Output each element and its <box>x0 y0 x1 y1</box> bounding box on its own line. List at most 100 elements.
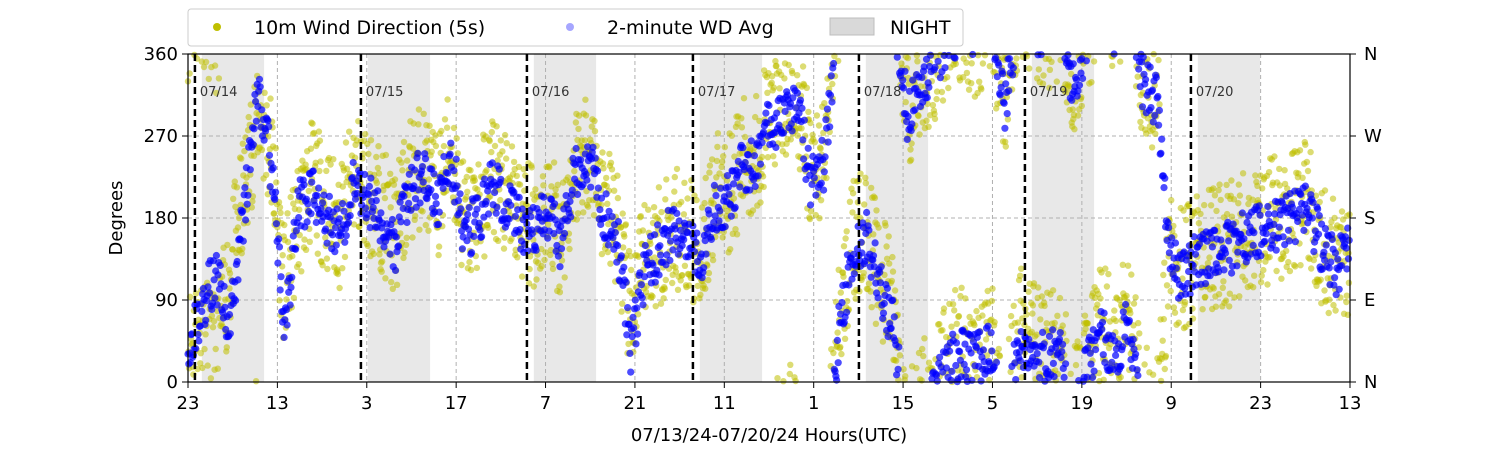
wind-direction-point <box>789 69 796 77</box>
wind-direction-point <box>702 174 709 182</box>
wind-direction-point <box>981 52 989 59</box>
wind-direction-point <box>979 312 986 319</box>
wind-direction-point <box>1078 102 1086 110</box>
wind-direction-point <box>306 238 313 245</box>
legend-label-night: NIGHT <box>890 17 951 39</box>
wind-direction-point <box>341 253 349 261</box>
wind-direction-point <box>1316 198 1323 206</box>
wind-direction-point <box>199 364 206 372</box>
wd-avg-point <box>744 151 752 159</box>
wind-direction-point <box>885 233 892 240</box>
wd-avg-point <box>222 325 230 334</box>
wd-avg-point <box>951 54 959 62</box>
wd-avg-point <box>895 343 903 351</box>
wd-avg-point <box>1233 262 1241 270</box>
wind-direction-point <box>458 261 465 269</box>
wind-direction-point <box>1343 298 1350 306</box>
wd-avg-point <box>232 296 240 305</box>
wd-avg-point <box>557 245 566 253</box>
wd-avg-point <box>731 203 739 211</box>
wind-direction-point <box>834 329 841 336</box>
wind-direction-point <box>1035 284 1042 291</box>
wind-direction-point <box>948 323 955 330</box>
wind-direction-point <box>1230 196 1238 203</box>
wind-direction-point <box>679 272 686 279</box>
wind-direction-point <box>526 253 534 260</box>
wind-direction-point <box>1264 281 1271 288</box>
wd-avg-point <box>388 215 396 224</box>
wd-avg-point <box>582 170 590 178</box>
wind-direction-point <box>1132 294 1139 301</box>
wd-avg-point <box>1208 243 1216 251</box>
wd-avg-point <box>808 180 816 188</box>
wd-avg-point <box>723 172 732 180</box>
wd-avg-point <box>325 192 333 200</box>
wd-avg-point <box>867 273 875 281</box>
wind-direction-point <box>571 167 578 175</box>
wind-direction-point <box>1257 279 1265 286</box>
wd-avg-point <box>893 371 901 379</box>
wind-direction-point <box>1037 316 1044 323</box>
wind-direction-point <box>842 235 849 242</box>
wd-avg-point <box>1343 265 1351 273</box>
wd-avg-point <box>551 200 559 208</box>
wd-avg-point <box>454 197 463 205</box>
wind-direction-point <box>721 143 728 151</box>
wind-direction-point <box>1171 309 1179 316</box>
wind-direction-point <box>1180 207 1187 214</box>
wind-direction-point <box>1250 284 1257 291</box>
wd-avg-point <box>333 205 341 213</box>
wind-direction-point <box>276 297 283 304</box>
wd-avg-point <box>366 224 374 232</box>
wd-avg-point <box>345 219 353 227</box>
wd-avg-point <box>313 192 321 200</box>
wind-direction-point <box>821 100 828 107</box>
wind-direction-point <box>549 265 557 273</box>
wd-avg-point <box>1191 250 1200 258</box>
wind-direction-point <box>573 216 581 223</box>
wind-direction-point <box>493 123 500 130</box>
wind-direction-point <box>488 128 495 136</box>
wind-direction-point <box>611 187 618 194</box>
wind-direction-point <box>700 215 708 223</box>
wind-direction-point <box>984 287 991 295</box>
wd-avg-point <box>1084 344 1092 352</box>
wd-avg-point <box>984 322 992 330</box>
wd-avg-point <box>979 346 988 354</box>
wind-direction-point <box>1193 193 1201 200</box>
wd-avg-point <box>788 127 796 135</box>
wd-avg-point <box>377 209 385 217</box>
wd-avg-point <box>309 167 317 175</box>
y2-tick-label: E <box>1364 290 1375 311</box>
wind-direction-point <box>1204 260 1212 267</box>
wd-avg-point <box>1005 55 1014 63</box>
wd-avg-point <box>225 311 234 319</box>
wd-avg-point <box>667 237 675 245</box>
wd-avg-point <box>1049 326 1057 334</box>
wind-direction-point <box>760 183 767 191</box>
wind-direction-point <box>671 173 678 181</box>
wind-direction-point <box>373 153 380 161</box>
wind-direction-point <box>415 106 423 113</box>
wind-direction-point <box>566 245 573 253</box>
wind-direction-point <box>1029 310 1036 317</box>
wd-avg-point <box>765 101 773 110</box>
wind-direction-point <box>1310 256 1318 264</box>
wind-direction-point <box>933 88 941 95</box>
wd-avg-point <box>1345 236 1353 244</box>
wind-direction-point <box>995 345 1002 353</box>
wind-direction-point <box>339 183 346 190</box>
wd-avg-point <box>204 283 212 291</box>
wd-avg-point <box>561 229 569 238</box>
wind-direction-point <box>467 266 475 274</box>
wind-direction-point <box>639 227 647 234</box>
wd-avg-point <box>492 209 500 217</box>
wind-direction-point <box>343 165 351 172</box>
wd-avg-point <box>275 235 283 243</box>
wind-direction-point <box>662 196 669 203</box>
wind-direction-point <box>1302 141 1309 148</box>
wd-avg-point <box>1074 87 1082 95</box>
wind-direction-point <box>661 285 668 292</box>
wind-direction-point <box>1039 80 1047 87</box>
wd-avg-point <box>879 309 888 317</box>
